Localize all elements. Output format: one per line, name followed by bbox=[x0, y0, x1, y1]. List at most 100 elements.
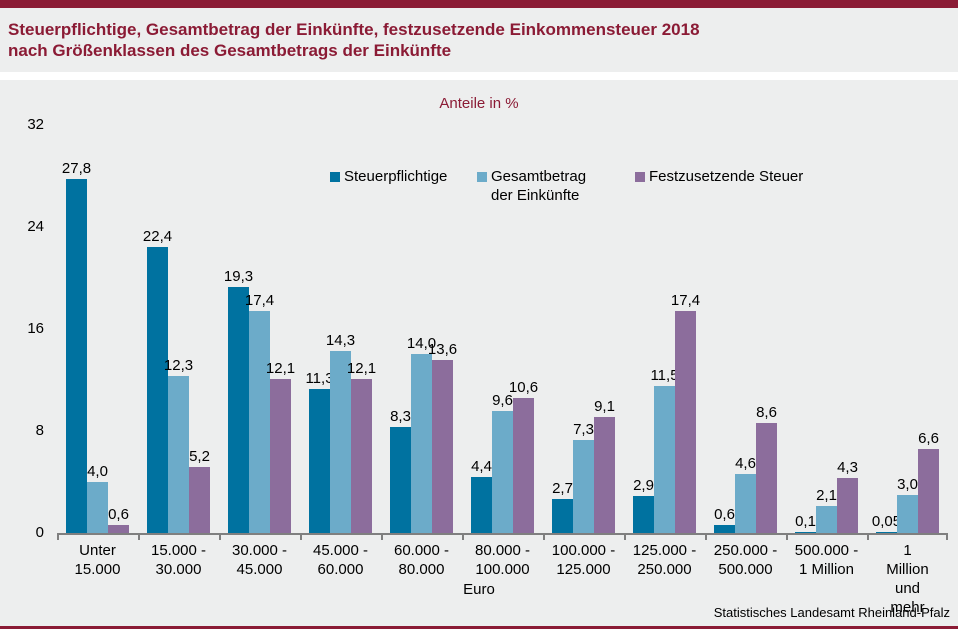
bar-value-label: 11,3 bbox=[305, 370, 334, 387]
bar-value-label: 6,6 bbox=[918, 430, 939, 447]
bar-steuerpflichtige bbox=[309, 389, 330, 533]
x-category-label: 125.000 - 250.000 bbox=[632, 542, 697, 578]
bar-festzusetzende-steuer bbox=[108, 525, 129, 533]
bar-value-label: 0,6 bbox=[108, 506, 129, 523]
bar-value-label: 12,1 bbox=[346, 360, 377, 377]
bar-value-label: 22,4 bbox=[142, 228, 173, 245]
bar-value-label: 17,4 bbox=[670, 292, 701, 309]
x-axis-tick bbox=[543, 535, 545, 540]
x-category-label: 500.000 - 1 Million bbox=[794, 542, 859, 578]
chart-panel: Anteile in % Steuerpflichtige Gesamtbetra… bbox=[0, 80, 958, 626]
bar-value-label: 9,1 bbox=[594, 398, 615, 415]
bar-festzusetzende-steuer bbox=[594, 417, 615, 533]
bar-value-label: 8,3 bbox=[390, 408, 411, 425]
x-category-label: 30.000 - 45.000 bbox=[231, 542, 288, 578]
bar-value-label: 17,4 bbox=[244, 292, 275, 309]
bar-steuerpflichtige bbox=[633, 496, 654, 533]
bar-steuerpflichtige bbox=[228, 287, 249, 533]
x-category-label: 1 Million und mehr bbox=[886, 542, 929, 616]
bar-value-label: 12,1 bbox=[265, 360, 296, 377]
bar-value-label: 14,0 bbox=[406, 335, 437, 352]
bar-gesamtbetrag-der-eink-nfte bbox=[411, 354, 432, 533]
bar-festzusetzende-steuer bbox=[270, 379, 291, 533]
x-axis-line bbox=[57, 533, 948, 535]
bar-gesamtbetrag-der-eink-nfte bbox=[816, 506, 837, 533]
x-category-label: 100.000 - 125.000 bbox=[551, 542, 616, 578]
bar-value-label: 4,4 bbox=[471, 458, 492, 475]
bar-steuerpflichtige bbox=[66, 179, 87, 533]
y-tick-label: 32 bbox=[27, 116, 44, 133]
bar-value-label: 2,9 bbox=[633, 477, 654, 494]
bar-gesamtbetrag-der-eink-nfte bbox=[168, 376, 189, 533]
y-tick-label: 0 bbox=[35, 524, 44, 541]
bar-gesamtbetrag-der-eink-nfte bbox=[330, 351, 351, 533]
source-attribution: Statistisches Landesamt Rheinland-Pfalz bbox=[713, 605, 950, 620]
bar-gesamtbetrag-der-eink-nfte bbox=[897, 495, 918, 533]
bar-value-label: 27,8 bbox=[61, 160, 92, 177]
bar-festzusetzende-steuer bbox=[918, 449, 939, 533]
chart-subtitle: Anteile in % bbox=[439, 95, 519, 112]
x-axis-tick bbox=[624, 535, 626, 540]
x-axis-tick bbox=[219, 535, 221, 540]
bar-value-label: 12,3 bbox=[163, 357, 194, 374]
top-accent-bar bbox=[0, 0, 958, 8]
title-block: Steuerpflichtige, Gesamtbetrag der Einkü… bbox=[0, 8, 958, 72]
x-axis-tick bbox=[57, 535, 59, 540]
bar-steuerpflichtige bbox=[714, 525, 735, 533]
bar-value-label: 13,6 bbox=[427, 341, 458, 358]
x-axis-tick bbox=[300, 535, 302, 540]
bar-value-label: 10,6 bbox=[508, 379, 539, 396]
page-title-line-1: Steuerpflichtige, Gesamtbetrag der Einkü… bbox=[8, 20, 700, 39]
bar-festzusetzende-steuer bbox=[675, 311, 696, 533]
bar-value-label: 11,5 bbox=[650, 367, 679, 384]
x-axis-tick bbox=[786, 535, 788, 540]
bar-steuerpflichtige bbox=[876, 532, 897, 533]
bar-value-label: 7,3 bbox=[573, 421, 594, 438]
x-axis-tick bbox=[381, 535, 383, 540]
legend-label-1: Steuerpflichtige bbox=[344, 168, 448, 185]
bar-festzusetzende-steuer bbox=[513, 398, 534, 533]
legend-label-2: Gesamtbetrag der Einkünfte bbox=[491, 168, 587, 204]
x-axis-tick bbox=[867, 535, 869, 540]
x-axis-title: Euro bbox=[463, 581, 495, 598]
bar-gesamtbetrag-der-eink-nfte bbox=[249, 311, 270, 533]
bar-value-label: 5,2 bbox=[189, 448, 210, 465]
bar-value-label: 0,05 bbox=[871, 513, 902, 530]
y-tick-label: 8 bbox=[35, 422, 44, 439]
bar-value-label: 0,1 bbox=[795, 513, 816, 530]
bar-gesamtbetrag-der-eink-nfte bbox=[573, 440, 594, 533]
x-category-label: 45.000 - 60.000 bbox=[312, 542, 369, 578]
bar-value-label: 4,0 bbox=[87, 463, 108, 480]
x-category-label: 15.000 - 30.000 bbox=[150, 542, 207, 578]
bar-steuerpflichtige bbox=[471, 477, 492, 533]
bar-gesamtbetrag-der-eink-nfte bbox=[492, 411, 513, 533]
legend-label-3: Festzusetzende Steuer bbox=[649, 168, 804, 185]
bar-value-label: 19,3 bbox=[223, 268, 254, 285]
y-tick-label: 24 bbox=[27, 218, 44, 235]
bar-steuerpflichtige bbox=[552, 499, 573, 533]
bar-festzusetzende-steuer bbox=[837, 478, 858, 533]
bar-gesamtbetrag-der-eink-nfte bbox=[735, 474, 756, 533]
bar-value-label: 4,6 bbox=[735, 455, 756, 472]
x-axis-tick bbox=[946, 535, 948, 540]
bar-steuerpflichtige bbox=[390, 427, 411, 533]
bottom-accent-bar bbox=[0, 626, 958, 629]
bar-value-label: 9,6 bbox=[492, 392, 513, 409]
legend-marker-1 bbox=[330, 172, 340, 182]
legend-marker-2 bbox=[477, 172, 487, 182]
bar-gesamtbetrag-der-eink-nfte bbox=[654, 386, 675, 533]
bar-value-label: 14,3 bbox=[325, 332, 356, 349]
x-category-label: 60.000 - 80.000 bbox=[393, 542, 450, 578]
bar-festzusetzende-steuer bbox=[189, 467, 210, 533]
bar-value-label: 4,3 bbox=[837, 459, 858, 476]
bar-value-label: 8,6 bbox=[756, 404, 777, 421]
page-title-line-2: nach Größenklassen des Gesamtbetrags der… bbox=[8, 41, 452, 60]
x-category-label: Unter 15.000 bbox=[74, 542, 121, 578]
legend-marker-3 bbox=[635, 172, 645, 182]
bar-value-label: 3,0 bbox=[897, 476, 918, 493]
x-axis-tick bbox=[462, 535, 464, 540]
bar-steuerpflichtige bbox=[795, 532, 816, 533]
bar-festzusetzende-steuer bbox=[432, 360, 453, 533]
x-category-label: 250.000 - 500.000 bbox=[713, 542, 778, 578]
